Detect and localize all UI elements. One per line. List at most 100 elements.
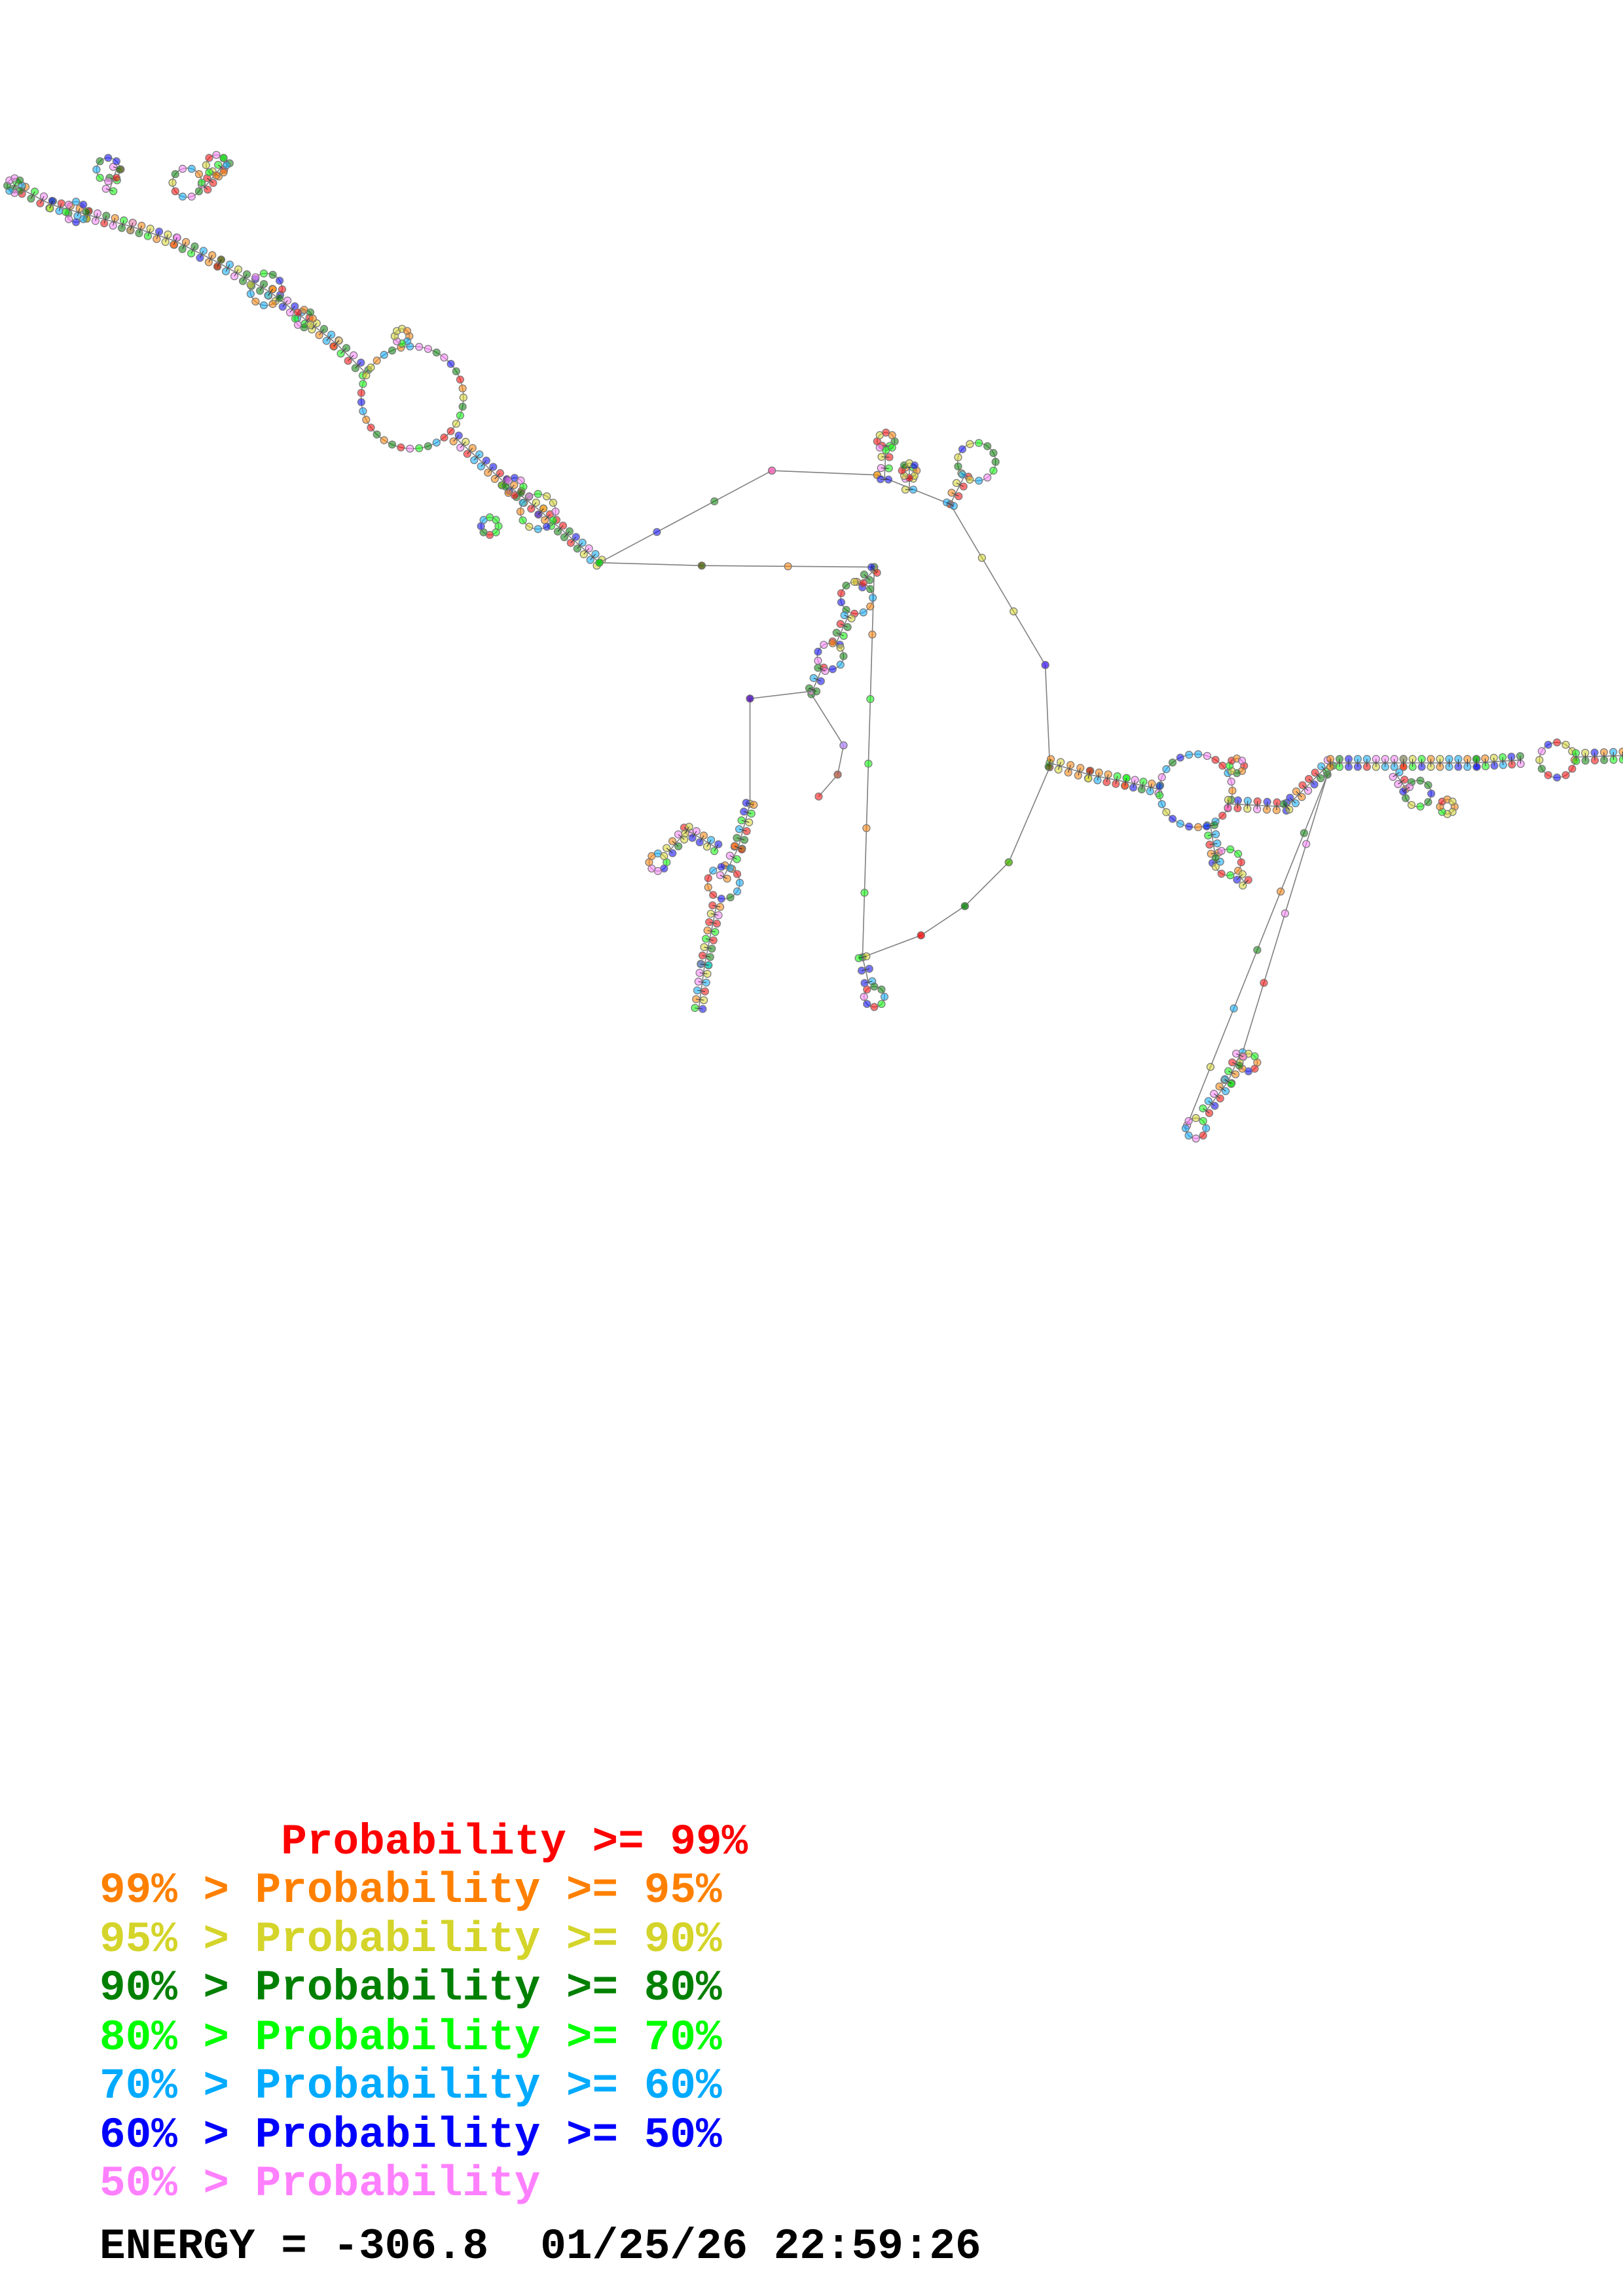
nucleotide	[1211, 863, 1220, 871]
base-pair	[666, 848, 673, 853]
nucleotide	[833, 770, 842, 779]
nucleotide	[1226, 871, 1235, 880]
nucleotide	[1250, 1052, 1259, 1061]
nucleotide	[850, 577, 859, 586]
base-pair	[1235, 1053, 1244, 1058]
nucleotide	[1192, 1114, 1200, 1122]
nucleotide	[1156, 791, 1164, 800]
nucleotide	[1424, 781, 1432, 789]
nucleotide	[440, 433, 448, 442]
base-pair	[729, 855, 737, 860]
nucleotide	[1553, 773, 1561, 782]
base-pair	[1247, 800, 1249, 809]
legend-item: 95% > Probability >= 90%	[100, 1915, 722, 1964]
nucleotide	[357, 389, 365, 397]
nucleotide	[268, 270, 277, 279]
nucleotide	[828, 665, 837, 673]
nucleotide	[458, 384, 467, 393]
nucleotide	[251, 297, 260, 306]
legend-item: 99% > Probability >= 95%	[100, 1866, 722, 1915]
nucleotide	[1203, 751, 1211, 761]
base-pair	[1308, 778, 1315, 785]
nucleotide	[1416, 776, 1425, 785]
nucleotide	[357, 398, 365, 406]
backbone-segment	[456, 438, 505, 483]
base-pair	[1208, 834, 1216, 836]
base-pair	[1124, 778, 1127, 786]
nucleotide	[975, 476, 983, 485]
nucleotide	[1226, 845, 1235, 853]
nucleotide	[64, 200, 73, 209]
nucleotide	[171, 187, 179, 196]
base-pair	[282, 300, 288, 308]
base-pair	[105, 188, 114, 192]
base-pair	[864, 574, 870, 581]
backbone-segment	[811, 694, 845, 746]
nucleotide	[814, 792, 823, 801]
nucleotide	[219, 168, 228, 177]
base-pair	[583, 548, 590, 555]
base-pair	[242, 274, 247, 281]
nucleotide	[839, 741, 848, 749]
base-pair	[818, 667, 826, 672]
nucleotide	[246, 281, 255, 289]
nucleotide	[219, 154, 228, 162]
base-pair	[1211, 852, 1219, 854]
base-pair	[348, 355, 354, 361]
nucleotide	[1194, 750, 1203, 759]
nucleotide	[275, 276, 284, 285]
nucleotide	[534, 525, 542, 533]
base-pair	[1237, 800, 1239, 808]
nucleotide	[862, 824, 871, 833]
backbone-segment	[750, 691, 812, 700]
nucleotide	[278, 285, 287, 294]
nucleotide	[653, 528, 661, 536]
nucleotide	[1230, 1004, 1238, 1013]
base-pair	[50, 200, 53, 209]
base-pair	[1402, 786, 1410, 792]
nucleotide	[415, 342, 424, 351]
base-pair	[698, 981, 706, 983]
nucleotide	[877, 999, 886, 1009]
base-pair	[467, 448, 473, 454]
nucleotide	[983, 442, 992, 450]
base-pair	[530, 502, 537, 509]
base-pair	[746, 802, 754, 806]
base-pair	[678, 834, 685, 840]
nucleotide	[1407, 800, 1416, 810]
nucleotide	[1277, 888, 1285, 896]
nucleotide	[710, 497, 719, 506]
nucleotide	[212, 151, 221, 159]
nucleotide	[517, 476, 525, 485]
base-pair	[737, 837, 745, 840]
nucleotide	[1253, 946, 1262, 954]
base-pair	[319, 329, 325, 336]
base-pair	[312, 323, 318, 330]
base-pair	[207, 177, 213, 184]
backbone-segment	[964, 861, 1010, 907]
backbone-segment	[599, 562, 702, 566]
nucleotide	[1168, 758, 1177, 767]
backbone-segment	[818, 774, 839, 797]
nucleotide	[1199, 1131, 1207, 1140]
nucleotide	[814, 647, 822, 656]
nucleotide	[432, 439, 441, 447]
nucleotide	[975, 439, 983, 447]
nucleotide	[910, 461, 919, 470]
nucleotide	[116, 165, 124, 174]
nucleotide	[989, 467, 998, 475]
nucleotide	[178, 192, 187, 201]
backbone-segment	[771, 470, 877, 476]
base-pair	[453, 435, 460, 442]
base-pair	[208, 255, 213, 262]
nucleotide	[1260, 978, 1268, 987]
nucleotide	[92, 165, 101, 174]
nucleotide	[543, 492, 551, 501]
backbone-segment	[949, 475, 966, 505]
base-pair	[707, 930, 716, 933]
base-pair	[1242, 880, 1249, 886]
base-pair	[951, 492, 959, 497]
nucleotide	[275, 294, 284, 302]
nucleotide	[397, 443, 405, 452]
nucleotide	[551, 507, 560, 516]
